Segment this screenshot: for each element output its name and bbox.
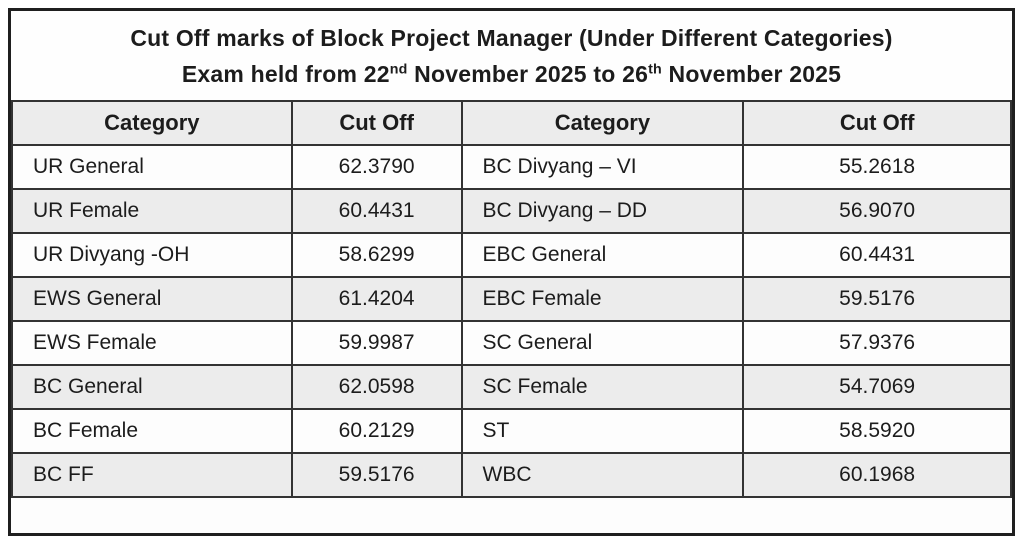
table-row: UR General 62.3790 BC Divyang – VI 55.2618 xyxy=(11,144,1012,190)
header-cutoff-right: Cut Off xyxy=(742,100,1012,146)
category-cell: SC General xyxy=(460,320,745,366)
table-row: BC Female 60.2129 ST 58.5920 xyxy=(11,408,1012,454)
category-cell: UR Divyang -OH xyxy=(11,232,293,278)
cutoff-cell: 61.4204 xyxy=(290,276,463,322)
cutoff-cell: 55.2618 xyxy=(742,144,1012,190)
category-cell: SC Female xyxy=(460,364,745,410)
subtitle-middle: November 2025 to 26 xyxy=(407,61,649,87)
table-row: EWS General 61.4204 EBC Female 59.5176 xyxy=(11,276,1012,322)
table-body: UR General 62.3790 BC Divyang – VI 55.2618 U… xyxy=(11,144,1012,498)
cutoff-cell: 57.9376 xyxy=(742,320,1012,366)
cutoff-cell: 54.7069 xyxy=(742,364,1012,410)
cutoff-table-card: Cut Off marks of Block Project Manager (… xyxy=(8,8,1015,536)
subtitle-prefix: Exam held from 22 xyxy=(181,61,390,87)
category-cell: BC FF xyxy=(11,452,293,498)
table-row: BC FF 59.5176 WBC 60.1968 xyxy=(11,452,1012,498)
category-cell: BC Female xyxy=(11,408,293,454)
category-cell: EBC Female xyxy=(460,276,745,322)
category-cell: UR General xyxy=(11,144,293,190)
cutoff-cell: 58.6299 xyxy=(290,232,463,278)
category-cell: BC Divyang – DD xyxy=(460,188,745,234)
table-row: BC General 62.0598 SC Female 54.7069 xyxy=(11,364,1012,410)
category-cell: EWS Female xyxy=(11,320,293,366)
category-cell: ST xyxy=(460,408,745,454)
cutoff-cell: 60.4431 xyxy=(742,232,1012,278)
category-cell: WBC xyxy=(460,452,745,498)
header-row: Category Cut Off Category Cut Off xyxy=(11,100,1012,146)
cutoff-cell: 60.2129 xyxy=(290,408,463,454)
table-title: Cut Off marks of Block Project Manager (… xyxy=(11,11,1012,100)
superscript-nd: nd xyxy=(389,61,408,78)
category-cell: EWS General xyxy=(11,276,293,322)
cutoff-cell: 60.4431 xyxy=(290,188,463,234)
header-category-left: Category xyxy=(11,100,293,146)
header-category-right: Category xyxy=(460,100,745,146)
cutoff-cell: 59.5176 xyxy=(290,452,463,498)
category-cell: UR Female xyxy=(11,188,293,234)
table-row: EWS Female 59.9987 SC General 57.9376 xyxy=(11,320,1012,366)
superscript-th: th xyxy=(648,61,662,78)
title-line-1: Cut Off marks of Block Project Manager (… xyxy=(130,25,892,52)
cutoff-cell: 56.9070 xyxy=(742,188,1012,234)
cutoff-table: Category Cut Off Category Cut Off UR Gen… xyxy=(11,100,1012,498)
cutoff-cell: 62.3790 xyxy=(290,144,463,190)
category-cell: EBC General xyxy=(460,232,745,278)
title-line-2: Exam held from 22nd November 2025 to 26t… xyxy=(182,61,841,88)
title-text: Cut Off marks of Block Project Manager (… xyxy=(130,25,893,51)
cutoff-cell: 59.5176 xyxy=(742,276,1012,322)
subtitle-suffix: November 2025 xyxy=(661,61,842,87)
category-cell: BC Divyang – VI xyxy=(460,144,745,190)
cutoff-cell: 60.1968 xyxy=(742,452,1012,498)
table-row: UR Female 60.4431 BC Divyang – DD 56.9070 xyxy=(11,188,1012,234)
table-row: UR Divyang -OH 58.6299 EBC General 60.4431 xyxy=(11,232,1012,278)
category-cell: BC General xyxy=(11,364,293,410)
cutoff-cell: 62.0598 xyxy=(290,364,463,410)
cutoff-cell: 58.5920 xyxy=(742,408,1012,454)
header-cutoff-left: Cut Off xyxy=(290,100,463,146)
cutoff-cell: 59.9987 xyxy=(290,320,463,366)
